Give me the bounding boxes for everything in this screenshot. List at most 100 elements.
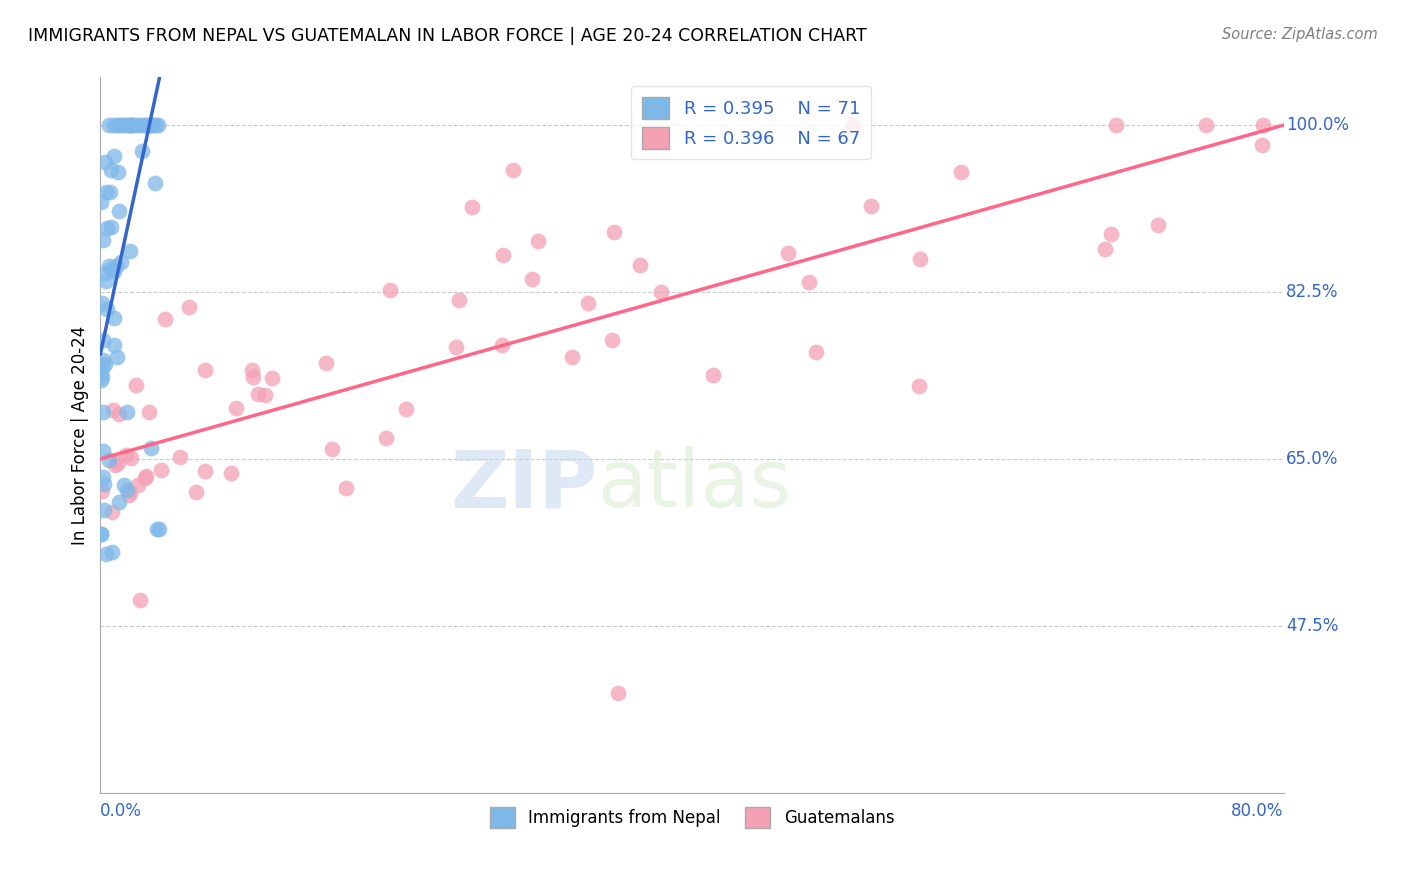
Point (90, 373, 112, 387)
Point (561, 350, 583, 364)
Point (169, 450, 191, 464)
Point (115, 483, 138, 497)
Text: 65.0%: 65.0% (1286, 450, 1339, 468)
Point (100, 220, 122, 235)
Point (117, 118, 139, 132)
Point (103, 338, 125, 352)
Point (107, 495, 129, 509)
Point (97, 259, 120, 273)
Point (125, 378, 148, 392)
Point (118, 484, 141, 499)
Point (141, 118, 163, 132)
Point (1094, 242, 1116, 256)
Point (315, 356, 337, 370)
Point (93, 333, 115, 347)
Text: 80.0%: 80.0% (1232, 802, 1284, 820)
Point (93, 359, 115, 374)
Point (101, 505, 124, 519)
Point (94, 185, 117, 199)
Point (93, 476, 115, 491)
Point (246, 386, 269, 401)
Point (112, 477, 135, 491)
Point (702, 368, 724, 383)
Text: 0.0%: 0.0% (100, 802, 142, 820)
Point (101, 544, 124, 558)
Point (90, 296, 112, 310)
Point (146, 522, 169, 536)
Point (600, 333, 623, 347)
Point (194, 464, 217, 478)
Point (94, 274, 117, 288)
Point (1099, 227, 1122, 242)
Point (177, 300, 200, 314)
Text: 47.5%: 47.5% (1286, 616, 1339, 635)
Point (94, 547, 117, 561)
Point (139, 441, 162, 455)
Point (114, 118, 136, 132)
Point (91, 405, 114, 419)
Point (103, 310, 125, 325)
Text: 100.0%: 100.0% (1286, 116, 1348, 134)
Point (121, 118, 143, 132)
Point (90, 366, 112, 380)
Point (96, 221, 118, 235)
Point (117, 488, 139, 502)
Point (115, 405, 138, 419)
Point (129, 592, 152, 607)
Point (108, 204, 131, 219)
Point (184, 485, 207, 500)
Point (146, 118, 169, 132)
Text: IMMIGRANTS FROM NEPAL VS GUATEMALAN IN LABOR FORCE | AGE 20-24 CORRELATION CHART: IMMIGRANTS FROM NEPAL VS GUATEMALAN IN L… (28, 27, 868, 45)
Point (120, 451, 142, 466)
Point (118, 244, 141, 258)
Point (139, 118, 162, 132)
Point (260, 371, 283, 385)
Point (112, 118, 135, 132)
Point (93, 503, 115, 517)
Point (527, 234, 550, 248)
Point (134, 118, 156, 132)
Point (103, 264, 125, 278)
Point (91, 234, 114, 248)
Point (94, 266, 117, 280)
Point (138, 404, 160, 418)
Point (97, 118, 120, 132)
Point (104, 458, 127, 472)
Point (375, 431, 398, 445)
Point (105, 259, 128, 273)
Point (100, 186, 122, 200)
Point (447, 293, 470, 307)
Point (108, 118, 131, 132)
Point (105, 350, 128, 364)
Point (446, 340, 468, 354)
Point (127, 478, 149, 492)
Point (806, 345, 828, 359)
Point (576, 296, 599, 310)
Point (94, 154, 117, 169)
Point (107, 456, 129, 470)
Point (107, 165, 129, 179)
Point (650, 285, 672, 299)
Point (108, 407, 131, 421)
Point (120, 118, 142, 132)
Point (225, 401, 247, 416)
Point (1105, 118, 1128, 132)
Point (908, 252, 931, 267)
Point (135, 468, 157, 483)
Point (143, 176, 166, 190)
Point (96, 302, 118, 317)
Point (461, 200, 484, 214)
Point (520, 271, 543, 285)
Point (107, 118, 129, 132)
Point (91, 370, 114, 384)
Point (98, 453, 121, 467)
Point (155, 312, 177, 326)
Point (90, 527, 112, 541)
Point (110, 255, 132, 269)
Point (141, 118, 163, 132)
Point (1195, 118, 1218, 132)
Point (90, 194, 112, 209)
Point (103, 149, 125, 163)
Text: ZIP: ZIP (450, 446, 598, 524)
Point (949, 164, 972, 178)
